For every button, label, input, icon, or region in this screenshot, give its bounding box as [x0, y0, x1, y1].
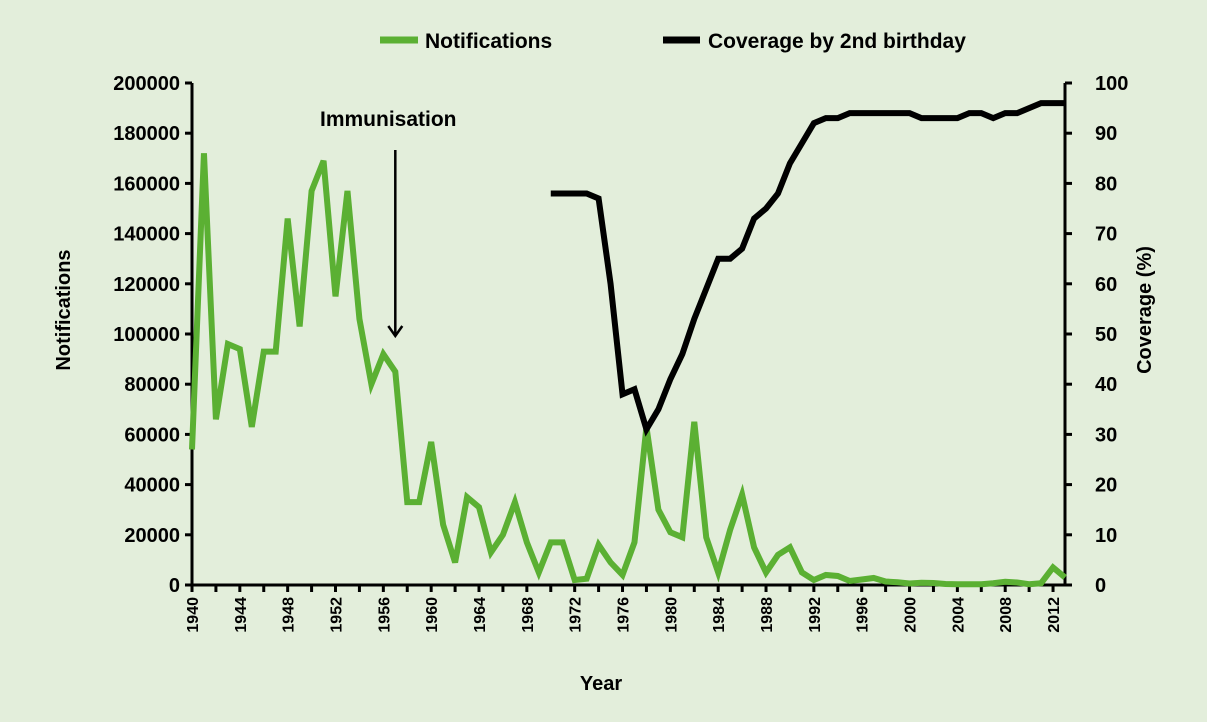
x-tick-label: 1984	[711, 597, 728, 633]
x-tick-label: 1964	[472, 597, 489, 633]
y2-tick-label: 0	[1095, 575, 1106, 597]
series-line-notifications	[189, 153, 1067, 588]
annotation-arrowhead	[387, 325, 404, 339]
y-tick-label: 140000	[113, 224, 180, 246]
y2-tick-label: 10	[1095, 525, 1117, 547]
y2-tick-label: 60	[1095, 274, 1117, 296]
x-tick-label: 1976	[616, 597, 633, 633]
y-tick-label: 80000	[124, 374, 180, 396]
y-tick-label: 200000	[113, 73, 180, 95]
x-tick-label: 2004	[950, 597, 967, 633]
x-tick-label: 1956	[376, 597, 393, 633]
y2-tick-label: 20	[1095, 475, 1117, 497]
y2-tick-label: 50	[1095, 324, 1117, 346]
y2-axis-label: Coverage (%)	[1134, 246, 1156, 374]
y2-tick-label: 40	[1095, 374, 1117, 396]
legend-label-coverage: Coverage by 2nd birthday	[708, 30, 966, 53]
x-tick-label: 1952	[329, 597, 346, 633]
x-tick-label: 2012	[1046, 597, 1063, 633]
x-tick-label: 1940	[185, 597, 202, 633]
legend: Notifications Coverage by 2nd birthday	[380, 30, 966, 53]
y2-tick-label: 80	[1095, 173, 1117, 195]
x-tick-label: 1992	[807, 597, 824, 633]
y-tick-label: 0	[169, 575, 180, 597]
x-tick-label: 1968	[520, 597, 537, 633]
x-tick-label: 1944	[233, 597, 250, 633]
x-tick-label: 1980	[663, 597, 680, 633]
legend-label-notifications: Notifications	[425, 30, 552, 53]
x-tick-label: 1996	[855, 597, 872, 633]
x-tick-label: 2000	[903, 597, 920, 633]
annotation-immunisation: Immunisation	[320, 108, 457, 131]
x-tick-label: 1960	[424, 597, 441, 633]
x-tick-label: 1988	[759, 597, 776, 633]
y-tick-label: 20000	[124, 525, 180, 547]
y-tick-label: 160000	[113, 173, 180, 195]
series-line-coverage-by-2nd-birthday	[550, 100, 1065, 437]
y-tick-label: 100000	[113, 324, 180, 346]
y2-tick-label: 100	[1095, 73, 1128, 95]
x-tick-label: 1948	[281, 597, 298, 633]
y2-tick-label: 70	[1095, 224, 1117, 246]
x-tick-label: 1972	[568, 597, 585, 633]
y-axis-label: Notifications	[53, 249, 75, 370]
y-tick-label: 40000	[124, 475, 180, 497]
x-tick-label: 2008	[998, 597, 1015, 633]
y-tick-label: 60000	[124, 424, 180, 446]
x-axis-label: Year	[580, 673, 622, 695]
y2-tick-label: 90	[1095, 123, 1117, 145]
y-tick-label: 180000	[113, 123, 180, 145]
y-tick-label: 120000	[113, 274, 180, 296]
y2-tick-label: 30	[1095, 424, 1117, 446]
